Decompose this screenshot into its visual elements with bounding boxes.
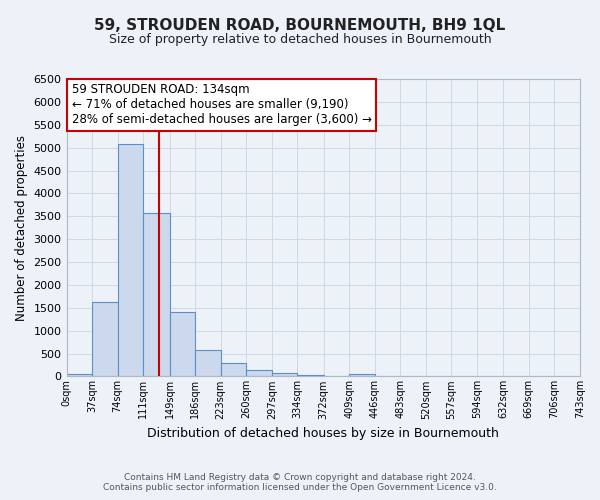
Bar	[170, 312, 195, 376]
Bar	[349, 374, 375, 376]
Bar	[221, 363, 246, 376]
Bar	[272, 372, 298, 376]
Bar	[67, 374, 92, 376]
Text: Contains HM Land Registry data © Crown copyright and database right 2024.: Contains HM Land Registry data © Crown c…	[124, 472, 476, 482]
Bar	[92, 302, 118, 376]
Bar	[195, 350, 221, 376]
X-axis label: Distribution of detached houses by size in Bournemouth: Distribution of detached houses by size …	[148, 427, 499, 440]
Text: Size of property relative to detached houses in Bournemouth: Size of property relative to detached ho…	[109, 32, 491, 46]
Bar	[118, 144, 143, 376]
Text: 59 STROUDEN ROAD: 134sqm
← 71% of detached houses are smaller (9,190)
28% of sem: 59 STROUDEN ROAD: 134sqm ← 71% of detach…	[71, 84, 371, 126]
Text: Contains public sector information licensed under the Open Government Licence v3: Contains public sector information licen…	[103, 482, 497, 492]
Y-axis label: Number of detached properties: Number of detached properties	[15, 134, 28, 320]
Bar	[246, 370, 272, 376]
Bar	[143, 212, 170, 376]
Bar	[298, 375, 323, 376]
Text: 59, STROUDEN ROAD, BOURNEMOUTH, BH9 1QL: 59, STROUDEN ROAD, BOURNEMOUTH, BH9 1QL	[94, 18, 506, 32]
